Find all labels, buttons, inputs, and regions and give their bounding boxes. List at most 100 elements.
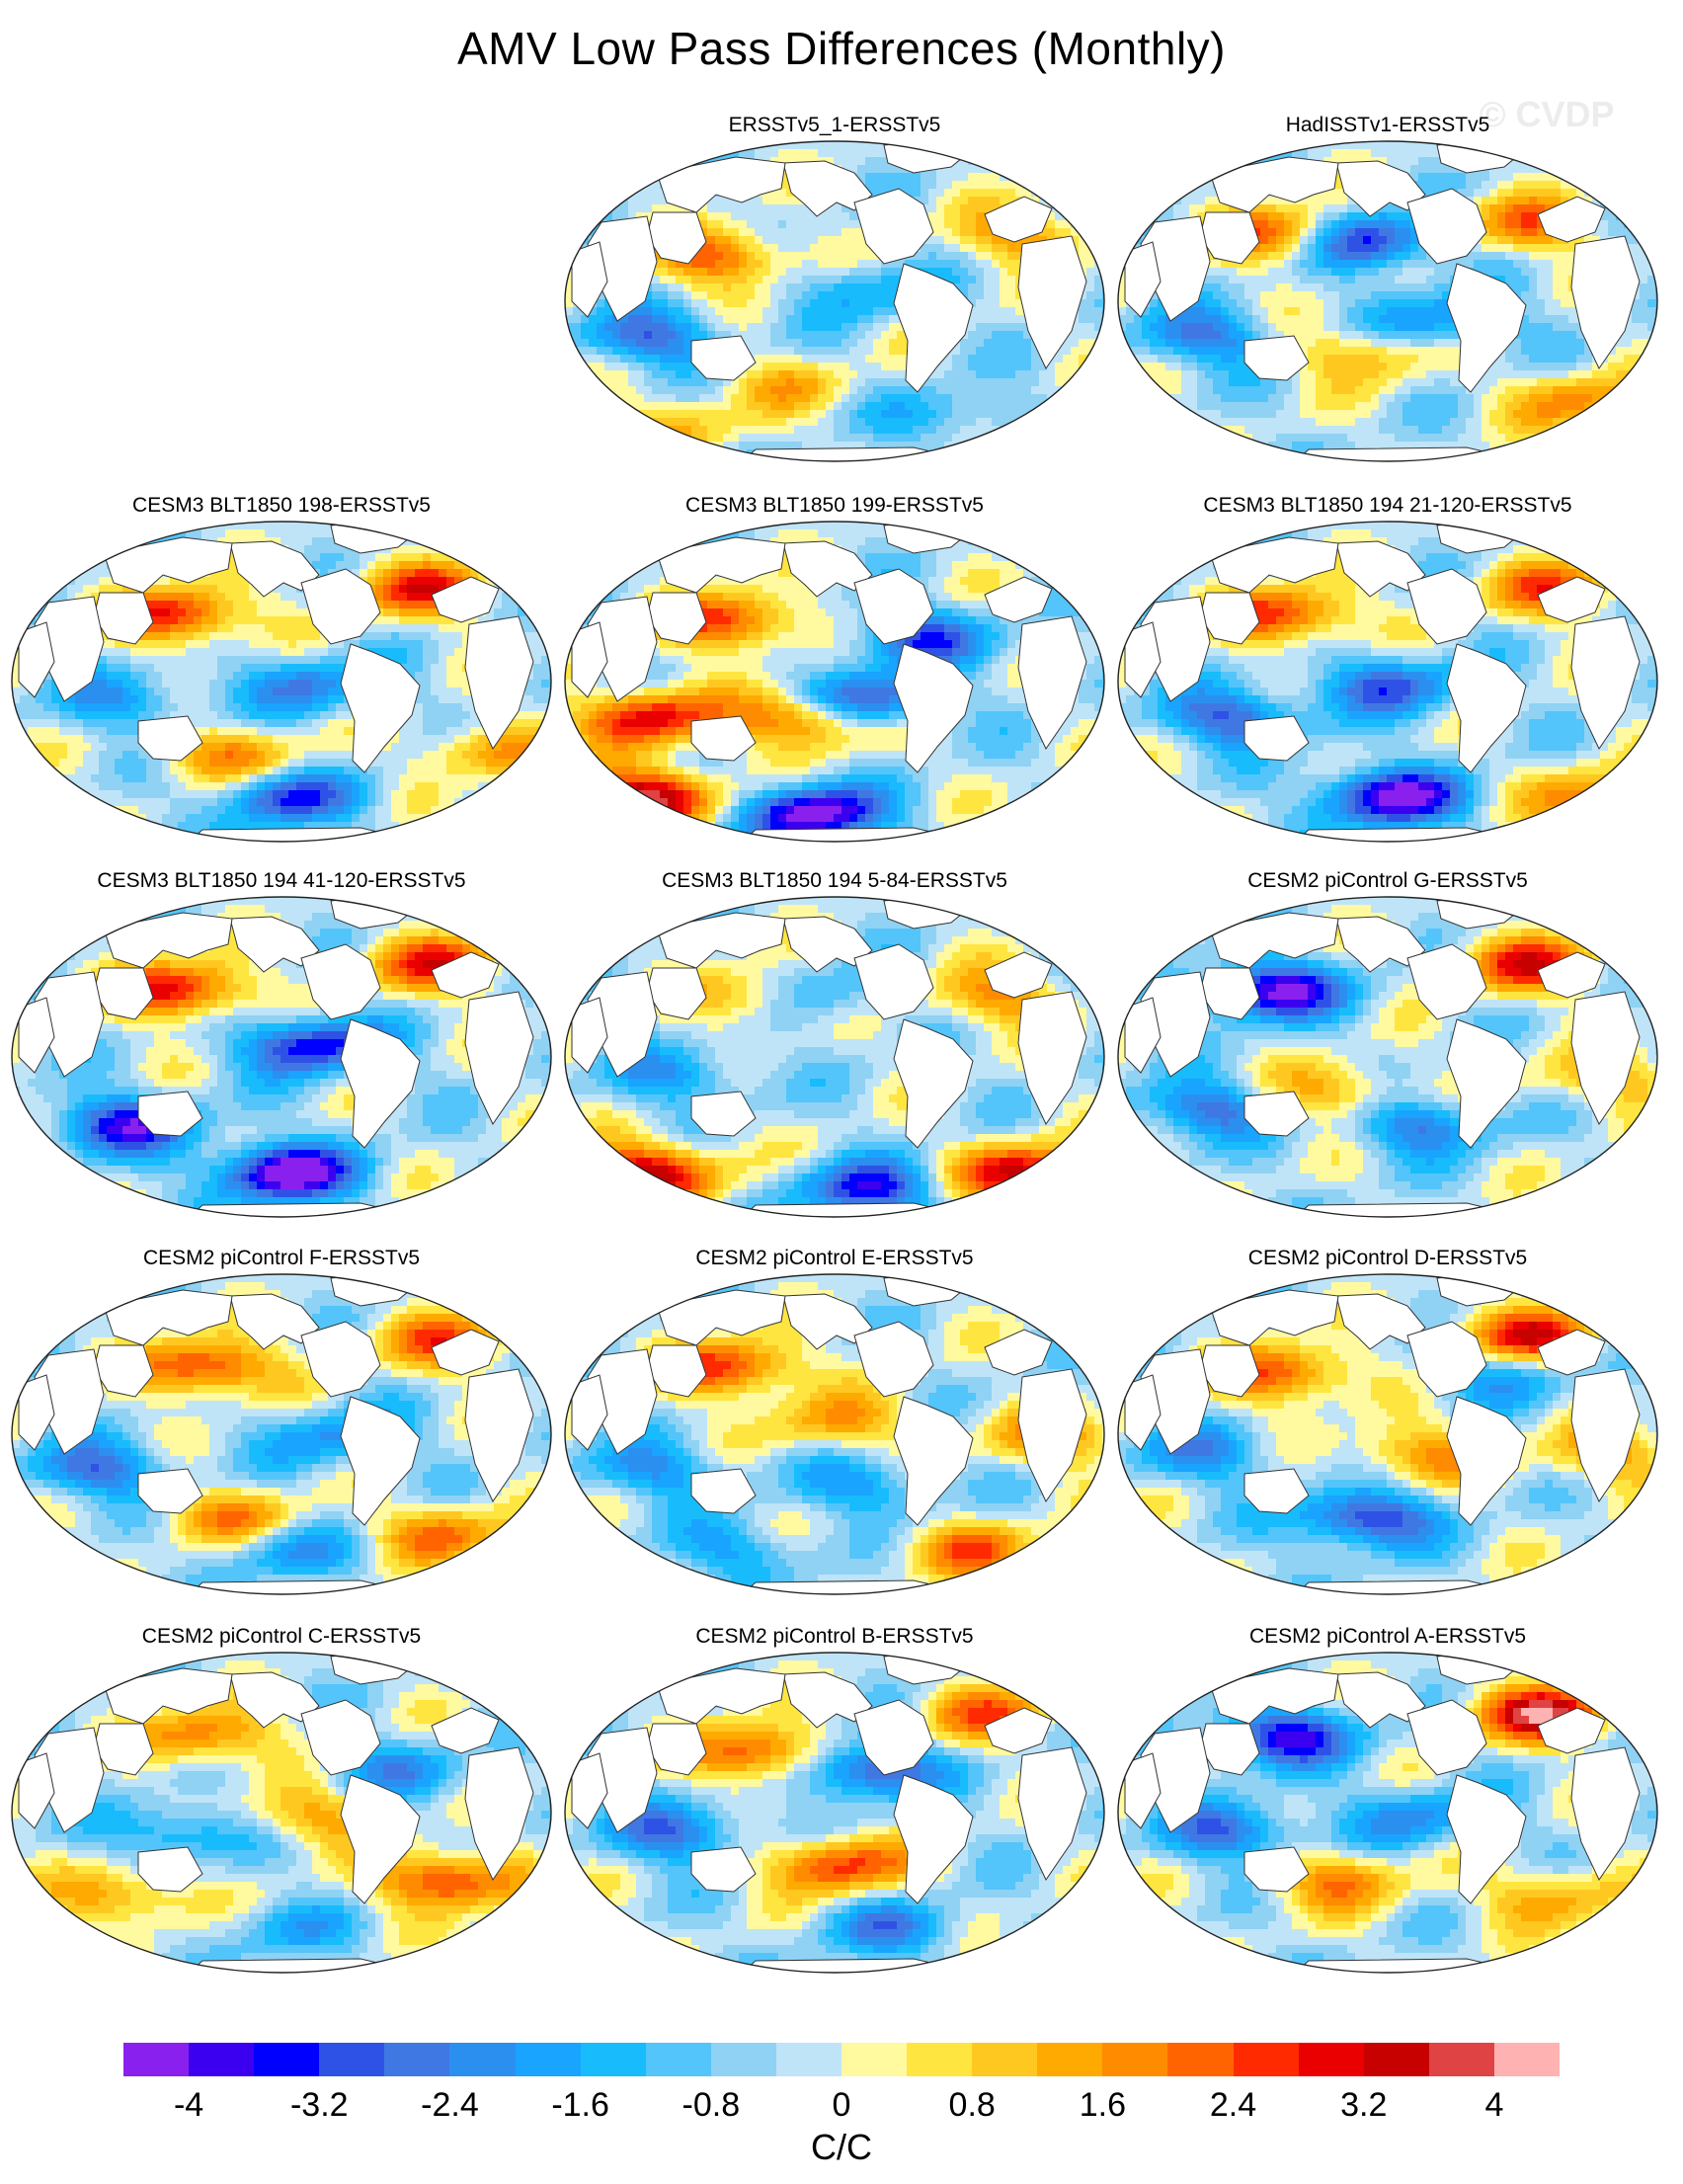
colorbar-swatch xyxy=(972,2043,1038,2076)
land-mask xyxy=(1243,715,1310,762)
colorbar-tick-label: 1.6 xyxy=(1080,2086,1126,2125)
land-mask xyxy=(1446,643,1527,773)
watermark: © CVDP xyxy=(1480,94,1615,135)
globe-outline xyxy=(1117,1652,1658,1974)
land-mask xyxy=(656,912,786,969)
land-mask xyxy=(893,1018,974,1149)
land-mask xyxy=(340,1018,421,1149)
land-mask xyxy=(431,1707,500,1754)
globe-outline xyxy=(11,896,552,1218)
land-mask xyxy=(1570,235,1641,370)
colorbar-swatch xyxy=(515,2043,582,2076)
globe-outline xyxy=(1117,1273,1658,1595)
land-mask xyxy=(1446,263,1527,393)
map-panel: CESM2 piControl C-ERSSTv5 xyxy=(5,1625,558,2000)
colorbar-swatch xyxy=(254,2043,320,2076)
globe-outline xyxy=(564,896,1105,1218)
land-mask xyxy=(1537,1329,1606,1376)
land-mask xyxy=(229,540,320,598)
land-mask xyxy=(300,1699,381,1776)
land-mask xyxy=(464,615,534,751)
land-mask xyxy=(782,916,873,973)
land-mask xyxy=(137,1846,203,1893)
colorbar-swatch xyxy=(1037,2043,1103,2076)
panel-title: CESM3 BLT1850 194 5-84-ERSSTv5 xyxy=(558,869,1111,893)
colorbar-tick-label: 4 xyxy=(1484,2086,1503,2125)
land-mask xyxy=(137,1468,203,1514)
colorbar-swatch xyxy=(710,2043,777,2076)
land-mask xyxy=(1209,156,1339,213)
land-mask xyxy=(1335,1671,1426,1729)
land-mask xyxy=(1406,943,1487,1020)
land-mask xyxy=(103,912,233,969)
land-mask xyxy=(18,621,55,698)
land-mask xyxy=(1124,1374,1162,1451)
sst-field xyxy=(12,1653,551,1973)
land-mask xyxy=(103,1667,233,1725)
sst-difference-map xyxy=(11,521,552,843)
land-mask xyxy=(1017,1368,1087,1503)
sst-difference-map xyxy=(1117,1652,1658,1974)
sst-difference-map xyxy=(11,1273,552,1595)
sst-difference-map xyxy=(564,140,1105,462)
globe-outline xyxy=(564,140,1105,462)
colorbar-swatch xyxy=(384,2043,450,2076)
map-panel: CESM2 piControl B-ERSSTv5 xyxy=(558,1625,1111,2000)
land-mask xyxy=(1124,241,1162,318)
map-panel: CESM3 BLT1850 194 41-120-ERSSTv5 xyxy=(5,869,558,1245)
land-mask xyxy=(1570,1368,1641,1503)
colorbar-swatch xyxy=(123,2043,190,2076)
colorbar-swatch xyxy=(1298,2043,1365,2076)
land-mask xyxy=(103,536,233,594)
land-mask xyxy=(1124,621,1162,698)
sst-difference-map xyxy=(1117,896,1658,1218)
colorbar-tick-label: 3.2 xyxy=(1340,2086,1387,2125)
sst-difference-map xyxy=(1117,1273,1658,1595)
sst-difference-map xyxy=(11,1652,552,1974)
land-mask xyxy=(853,188,934,265)
land-mask xyxy=(1570,991,1641,1126)
land-mask xyxy=(18,1752,55,1829)
land-mask xyxy=(464,1746,534,1882)
land-mask xyxy=(853,1699,934,1776)
colorbar-swatch xyxy=(1233,2043,1300,2076)
sst-difference-map xyxy=(564,1652,1105,1974)
colorbar-swatch xyxy=(580,2043,647,2076)
colorbar-swatch xyxy=(907,2043,973,2076)
land-mask xyxy=(690,1468,757,1514)
panel-title: CESM2 piControl E-ERSSTv5 xyxy=(558,1247,1111,1270)
colorbar-swatch xyxy=(775,2043,842,2076)
land-mask xyxy=(1243,335,1310,381)
page-title: AMV Low Pass Differences (Monthly) xyxy=(0,22,1683,75)
land-mask xyxy=(431,576,500,623)
land-mask xyxy=(782,1671,873,1729)
land-mask xyxy=(340,1774,421,1904)
sst-difference-map xyxy=(1117,521,1658,843)
land-mask xyxy=(1335,916,1426,973)
land-mask xyxy=(1446,1774,1527,1904)
land-mask xyxy=(1537,196,1606,243)
land-mask xyxy=(853,943,934,1020)
land-mask xyxy=(893,1774,974,1904)
colorbar-swatch xyxy=(1102,2043,1168,2076)
sst-difference-map xyxy=(564,521,1105,843)
land-mask xyxy=(571,1752,608,1829)
land-mask xyxy=(893,643,974,773)
colorbar-tick-label: 2.4 xyxy=(1210,2086,1256,2125)
land-mask xyxy=(1537,1707,1606,1754)
land-mask xyxy=(1017,235,1087,370)
colorbar-tick-label: 0.8 xyxy=(949,2086,996,2125)
land-mask xyxy=(984,1707,1053,1754)
panel-title: CESM2 piControl D-ERSSTv5 xyxy=(1111,1247,1664,1270)
land-mask xyxy=(103,1289,233,1346)
land-mask xyxy=(690,335,757,381)
land-mask xyxy=(782,160,873,217)
land-mask xyxy=(1537,951,1606,999)
land-mask xyxy=(300,1321,381,1398)
land-mask xyxy=(340,643,421,773)
colorbar-tick-label: -0.8 xyxy=(682,2086,741,2125)
panel-title: CESM3 BLT1850 199-ERSSTv5 xyxy=(558,494,1111,518)
land-mask xyxy=(571,1374,608,1451)
land-mask xyxy=(656,1289,786,1346)
land-mask xyxy=(1017,1746,1087,1882)
